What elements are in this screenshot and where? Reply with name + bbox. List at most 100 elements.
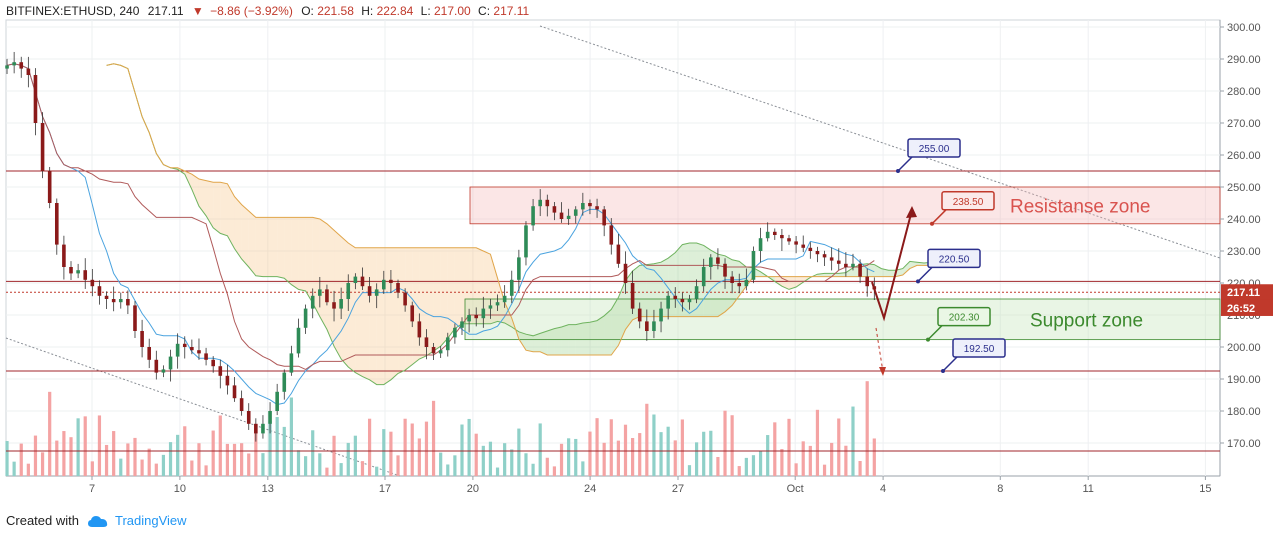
callout-anchor-0 xyxy=(896,169,900,173)
candle-body-31 xyxy=(225,375,230,386)
cloud-segment-76 xyxy=(646,263,654,317)
volume-bar-60 xyxy=(431,400,436,476)
candle-body-0 xyxy=(5,65,9,69)
candle-body-55 xyxy=(396,283,400,293)
cloud-segment-22 xyxy=(262,217,271,277)
candle-body-34 xyxy=(246,411,251,424)
x-tick-label-11: 15 xyxy=(1199,483,1211,495)
y-tick-label-13: 170.00 xyxy=(1227,438,1261,450)
candle-body-46 xyxy=(332,302,336,309)
cloud-segment-12 xyxy=(191,174,199,207)
candle-body-4 xyxy=(33,75,38,123)
price-labels: 217.11 26:52 xyxy=(1221,284,1273,316)
volume-bar-68 xyxy=(488,441,493,476)
volume-bar-7 xyxy=(55,440,59,476)
volume-bar-19 xyxy=(140,459,144,476)
volume-bar-121 xyxy=(865,381,869,476)
candle-body-51 xyxy=(367,286,372,296)
lower-trendline xyxy=(5,337,401,477)
volume-bar-41 xyxy=(296,450,301,476)
volume-bar-21 xyxy=(154,463,158,476)
cloud-segment-24 xyxy=(277,217,285,279)
cloud-segment-35 xyxy=(355,247,363,377)
candle-body-6 xyxy=(47,171,52,203)
volume-bar-6 xyxy=(48,391,52,476)
callout-pointer-3 xyxy=(927,325,943,341)
candle-body-73 xyxy=(524,225,528,258)
volume-bar-32 xyxy=(232,443,237,476)
cloud-segment-34 xyxy=(348,243,356,373)
candle-body-14 xyxy=(104,295,109,299)
candle-body-49 xyxy=(353,276,358,283)
y-tick-label-0: 300.00 xyxy=(1227,22,1261,34)
tradingview-link[interactable]: TradingView xyxy=(114,513,187,528)
candle-body-30 xyxy=(218,366,223,376)
volume-bar-61 xyxy=(439,452,443,476)
grid xyxy=(6,20,1220,476)
legend-symbol: BITFINEX:ETHUSD, 240 xyxy=(6,4,140,18)
cloud-segment-61 xyxy=(540,331,548,355)
volume-bar-17 xyxy=(126,443,130,476)
volume-bar-115 xyxy=(822,464,827,476)
candle-body-77 xyxy=(552,206,557,213)
volume-bar-92 xyxy=(659,432,663,476)
callout-pointer-4 xyxy=(942,356,958,372)
x-tick-label-10: 11 xyxy=(1082,483,1093,495)
plot-area[interactable] xyxy=(5,19,1221,477)
cloud-segment-45 xyxy=(426,247,434,356)
candle-body-67 xyxy=(481,308,486,319)
candle-body-75 xyxy=(538,199,542,207)
volume-bar-54 xyxy=(389,431,393,476)
candle-body-62 xyxy=(445,337,450,351)
candle-body-109 xyxy=(780,235,784,239)
volume-bar-37 xyxy=(268,420,272,476)
cloud-segment-41 xyxy=(398,247,406,374)
candle-body-8 xyxy=(62,244,66,267)
volume-bar-16 xyxy=(119,458,123,476)
candle-body-35 xyxy=(254,423,258,434)
candle-body-85 xyxy=(609,225,614,245)
cloud-segment-26 xyxy=(291,217,299,290)
legend-last: 217.11 xyxy=(148,4,184,18)
callout-box-2 xyxy=(927,248,981,269)
cloud-segment-37 xyxy=(369,247,377,385)
callout-pointer-1 xyxy=(931,209,947,225)
x-tick-label-8: 4 xyxy=(880,483,886,495)
candle-body-56 xyxy=(403,292,407,306)
volume-bar-31 xyxy=(225,443,230,476)
cloud-segment-52 xyxy=(476,247,484,324)
cloud-segment-32 xyxy=(334,230,342,359)
forecast-arrow-down xyxy=(875,327,884,373)
y-tick-label-5: 250.00 xyxy=(1227,182,1261,194)
candle-body-61 xyxy=(438,350,443,354)
tenkan-line xyxy=(6,63,875,406)
candle-body-53 xyxy=(381,279,386,290)
x-tick-label-1: 10 xyxy=(174,483,186,495)
candle-body-57 xyxy=(410,305,415,322)
volume-bar-8 xyxy=(62,431,66,476)
zone-label-0: Resistanse zone xyxy=(1010,196,1150,217)
cloud-segment-46 xyxy=(433,247,441,351)
candle-body-102 xyxy=(730,276,734,283)
candlesticks xyxy=(5,51,877,442)
candle-body-47 xyxy=(339,299,343,309)
cloud-segment-109 xyxy=(881,268,889,277)
candle-body-38 xyxy=(275,391,279,411)
cloud-segment-55 xyxy=(497,278,505,323)
volume-bar-23 xyxy=(168,442,173,476)
candle-body-82 xyxy=(588,203,592,207)
x-tick-label-0: 7 xyxy=(89,483,95,495)
callout-pointer-0 xyxy=(897,156,913,172)
volume-bar-13 xyxy=(97,415,102,476)
cloud-segment-40 xyxy=(390,247,399,380)
volume-bar-75 xyxy=(538,423,542,476)
volume-bar-53 xyxy=(382,429,386,476)
callout-label-3: 202.30 xyxy=(949,313,980,324)
level-lines xyxy=(6,170,1220,452)
volume-bar-87 xyxy=(623,424,628,476)
candle-body-92 xyxy=(659,308,663,322)
callout-label-1: 238.50 xyxy=(953,197,984,208)
volume-bar-117 xyxy=(837,418,841,476)
candle-body-119 xyxy=(851,263,855,267)
